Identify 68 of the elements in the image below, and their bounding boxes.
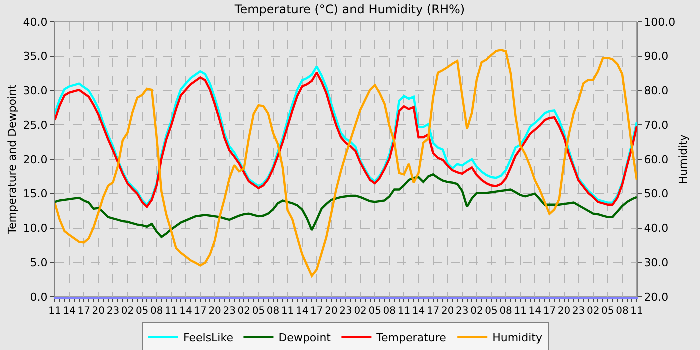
y2-tick-label: 40.0: [644, 222, 669, 236]
y2-tick-label: 50.0: [644, 188, 669, 201]
x-tick-label: 02: [470, 306, 484, 317]
legend-label: Humidity: [492, 332, 543, 345]
legend-label: Temperature: [376, 332, 447, 345]
x-tick-label: 23: [340, 306, 352, 317]
x-tick-label: 02: [121, 306, 134, 317]
x-tick-label: 05: [602, 306, 614, 317]
y2-axis-title: Humidity: [676, 134, 690, 184]
x-tick-label: 08: [383, 306, 396, 317]
x-tick-label: 17: [310, 306, 324, 317]
x-tick-label: 20: [92, 306, 106, 317]
y-tick-label: 30.0: [23, 84, 48, 98]
x-tick-label: 17: [543, 306, 556, 317]
y2-tick-label: 30.0: [644, 256, 669, 270]
x-tick-label: 08: [266, 306, 280, 317]
x-tick-label: 11: [630, 306, 644, 317]
x-tick-label: 14: [180, 306, 192, 317]
y-tick-label: 5.0: [30, 256, 48, 270]
x-tick-label: 23: [223, 306, 236, 317]
line-series: [55, 49, 637, 278]
x-tick-label: 20: [558, 306, 571, 317]
x-tick-label: 11: [165, 306, 178, 317]
x-tick-label: 23: [456, 306, 469, 317]
x-tick-label: 17: [78, 306, 90, 317]
x-tick-label: 05: [368, 306, 382, 317]
y-tick-label: 25.0: [23, 118, 48, 132]
x-tick-label: 05: [136, 306, 149, 317]
x-tick-label: 05: [252, 306, 266, 317]
y-tick-label: 0.0: [30, 290, 48, 304]
legend-label: Dewpoint: [278, 332, 332, 345]
x-tick-label: 17: [426, 306, 440, 317]
y-tick-label: 35.0: [23, 50, 48, 64]
x-tick-label: 02: [586, 306, 600, 317]
x-tick-label: 11: [48, 306, 62, 317]
y-tick-label: 15.0: [23, 188, 48, 201]
x-tick-label: 20: [325, 306, 338, 317]
y2-tick-label: 60.0: [644, 153, 669, 166]
x-tick-label: 14: [63, 306, 76, 317]
y2-tick-label: 80.0: [644, 84, 669, 98]
x-tick-label: 11: [281, 306, 294, 317]
y2-tick-label: 20.0: [644, 290, 669, 304]
line-series: [55, 174, 637, 238]
y-tick-label: 40.0: [23, 16, 48, 29]
y2-tick-label: 70.0: [644, 118, 669, 132]
x-tick-label: 20: [208, 306, 222, 317]
y-axis-title: Temperature and Dewpoint: [6, 84, 19, 236]
x-tick-label: 11: [398, 306, 411, 317]
y-tick-label: 20.0: [23, 153, 48, 166]
y2-tick-label: 100.0: [644, 16, 676, 29]
x-tick-label: 08: [616, 306, 629, 317]
x-tick-label: 17: [194, 306, 207, 317]
x-tick-label: 02: [238, 306, 251, 317]
x-tick-label: 23: [572, 306, 586, 317]
x-tick-label: 11: [514, 306, 527, 317]
legend-label: FeelsLike: [184, 332, 234, 345]
x-tick-label: 02: [354, 306, 367, 317]
y-tick-label: 10.0: [23, 222, 48, 236]
x-tick-label: 14: [412, 306, 426, 317]
x-tick-label: 05: [485, 306, 498, 317]
x-tick-label: 14: [528, 306, 542, 317]
y2-tick-label: 90.0: [644, 50, 669, 64]
x-tick-label: 23: [106, 306, 120, 317]
x-tick-label: 08: [500, 306, 512, 317]
x-tick-label: 20: [441, 306, 454, 317]
chart-title: Temperature (°C) and Humidity (RH%): [234, 2, 466, 17]
x-tick-label: 14: [296, 306, 309, 317]
x-tick-label: 08: [150, 306, 164, 317]
